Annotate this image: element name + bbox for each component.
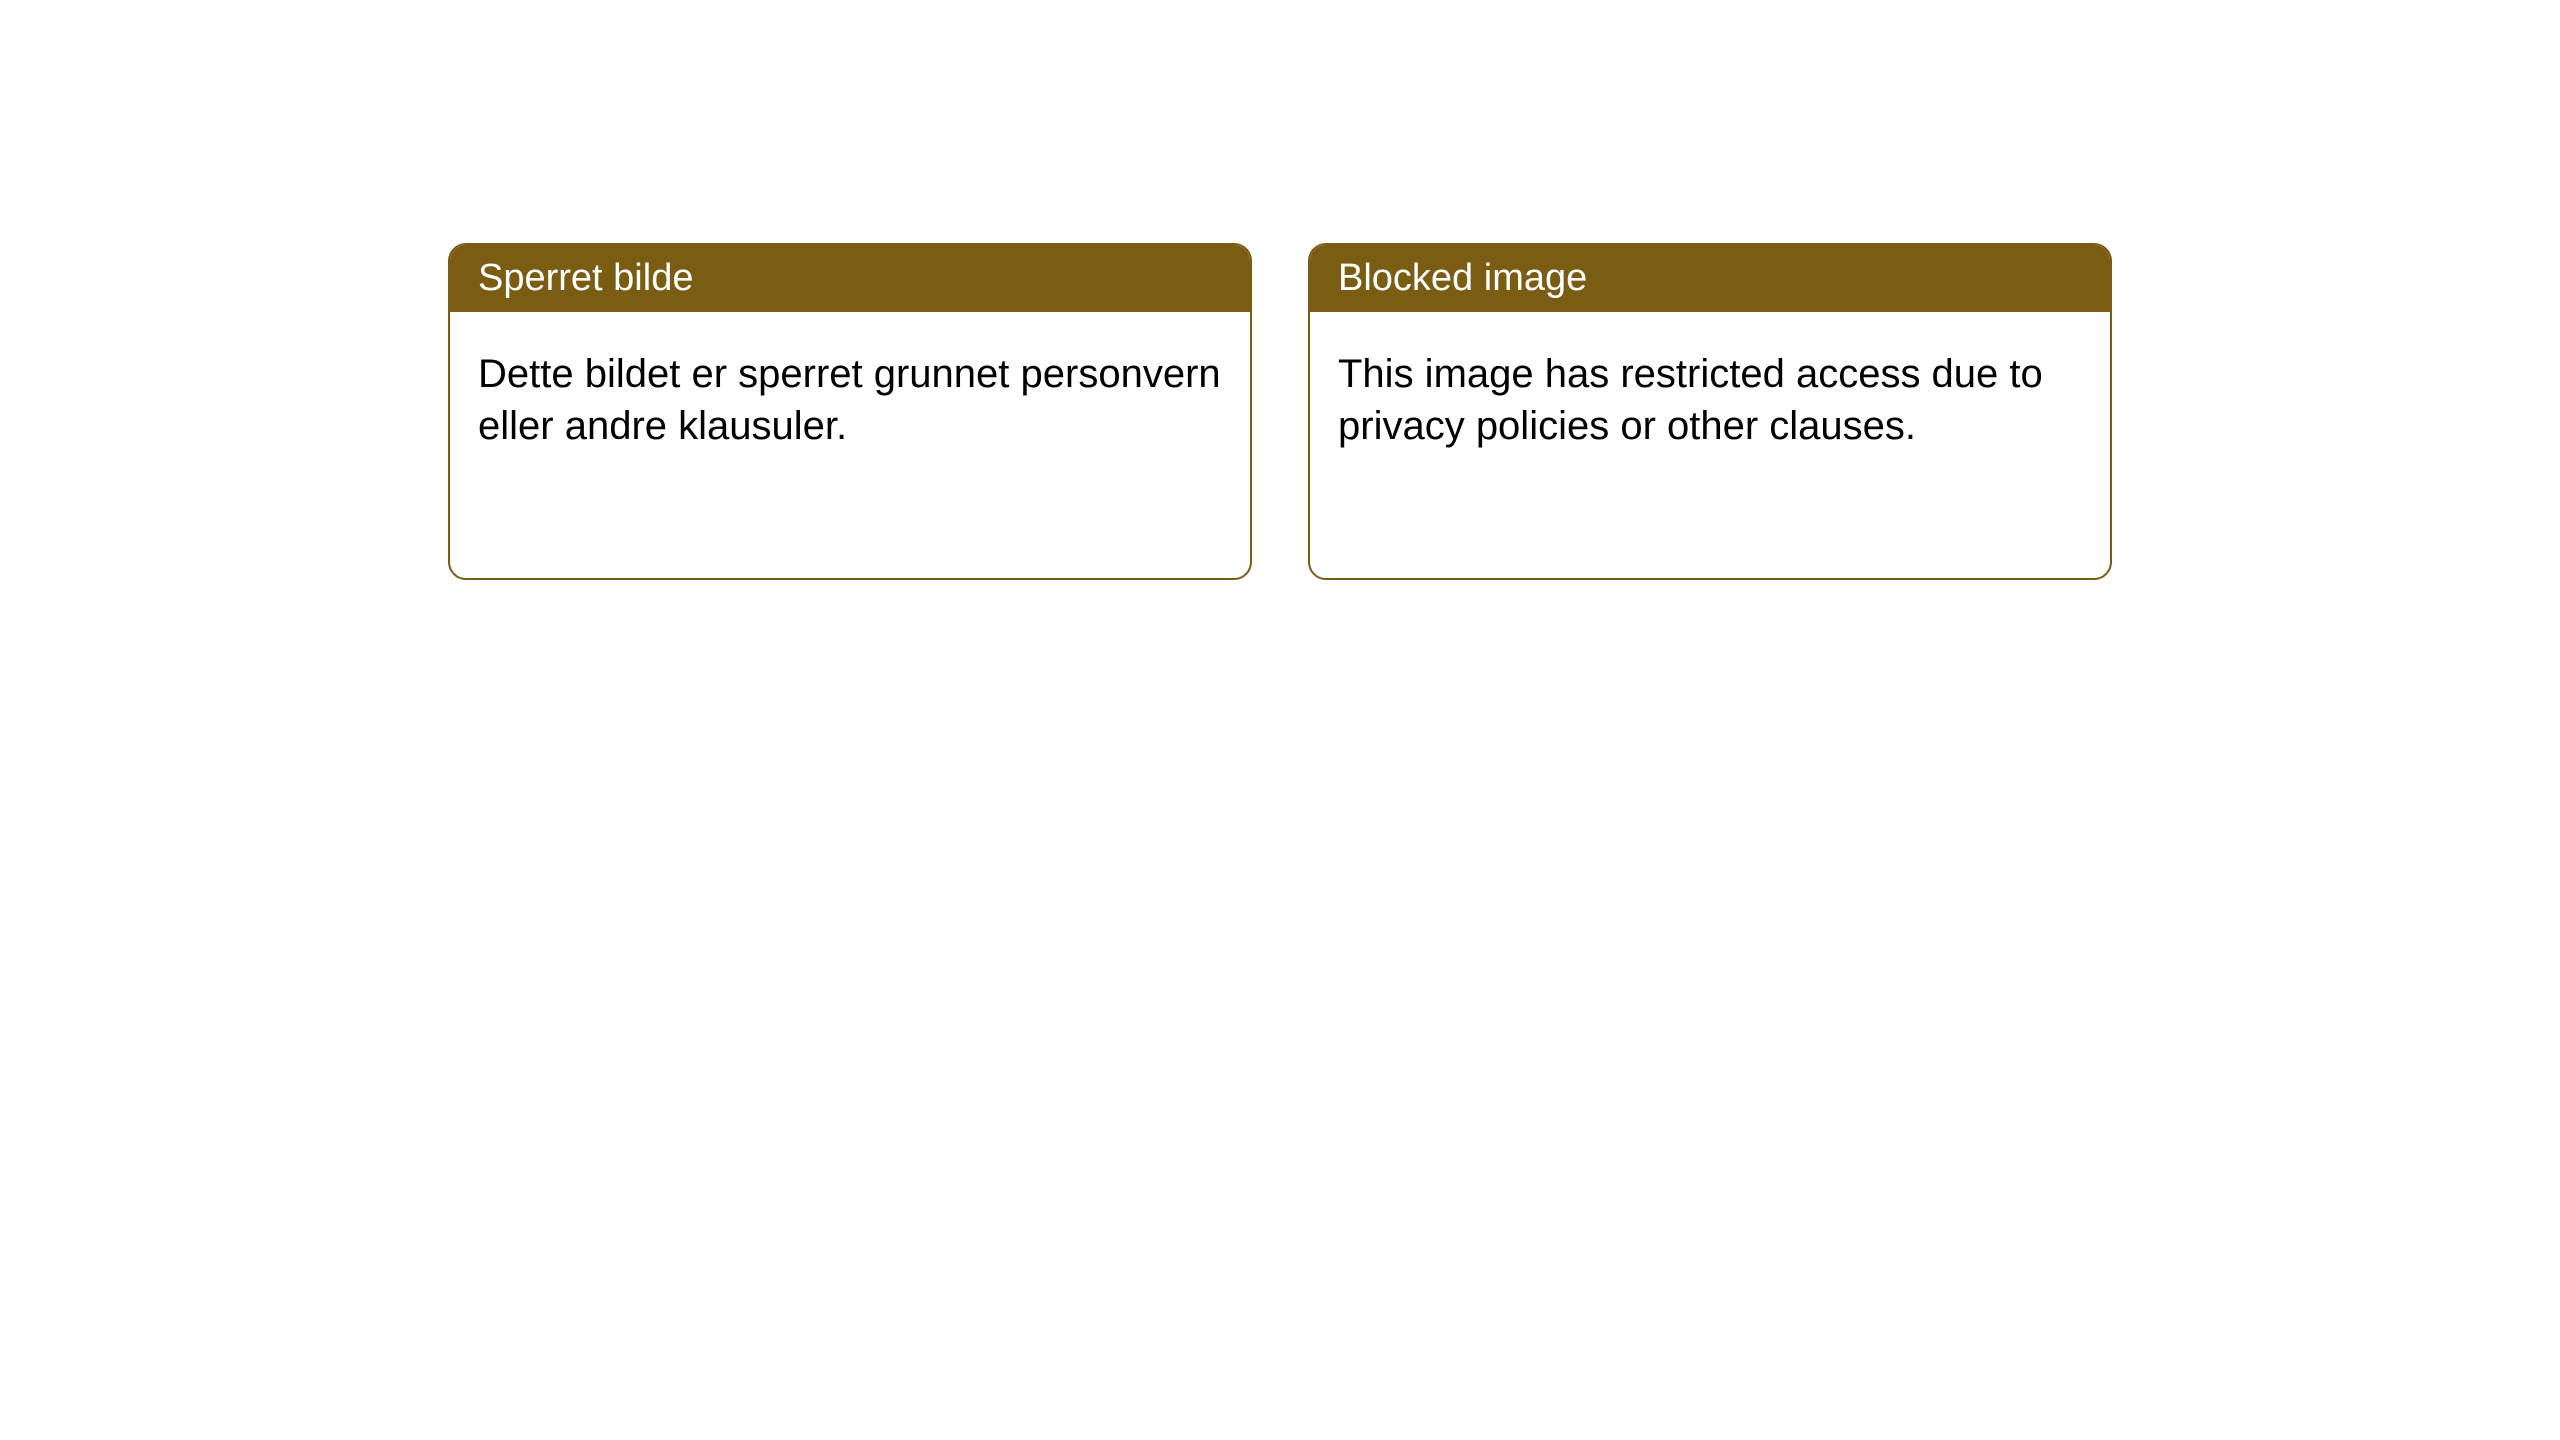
card-body-text: Dette bildet er sperret grunnet personve…: [478, 352, 1221, 448]
card-body-text: This image has restricted access due to …: [1338, 352, 2043, 448]
notice-container: Sperret bilde Dette bildet er sperret gr…: [448, 243, 2112, 580]
card-title: Sperret bilde: [478, 257, 693, 299]
card-header: Sperret bilde: [450, 245, 1250, 312]
card-title: Blocked image: [1338, 257, 1587, 299]
card-body: This image has restricted access due to …: [1310, 312, 2110, 488]
card-body: Dette bildet er sperret grunnet personve…: [450, 312, 1250, 488]
notice-card-english: Blocked image This image has restricted …: [1308, 243, 2112, 580]
notice-card-norwegian: Sperret bilde Dette bildet er sperret gr…: [448, 243, 1252, 580]
card-header: Blocked image: [1310, 245, 2110, 312]
